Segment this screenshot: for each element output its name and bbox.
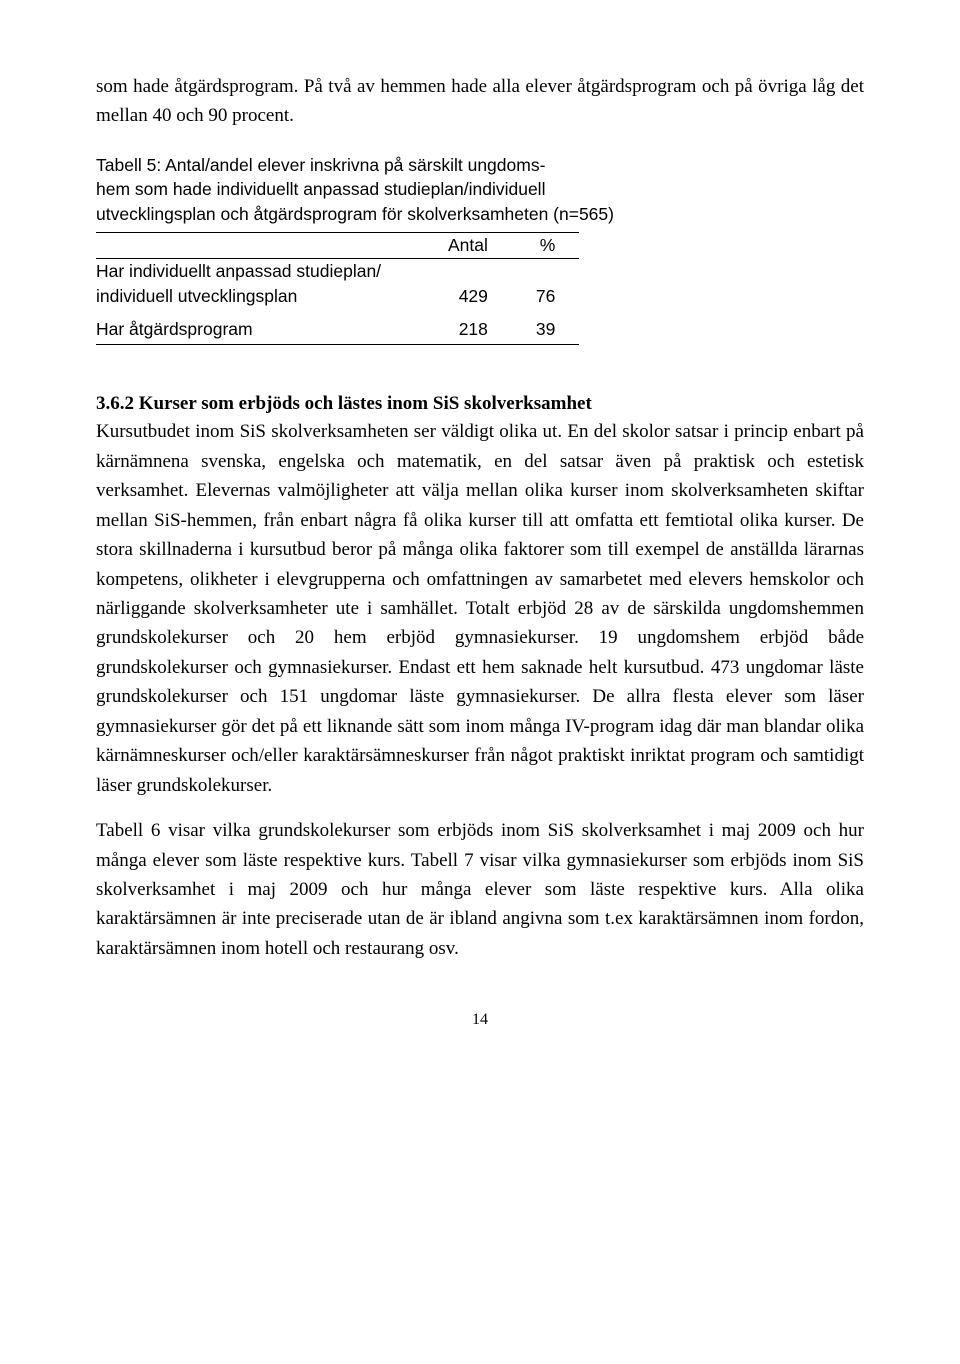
table5-row1-line2: individuell utvecklingsplan 429 76 <box>96 284 579 309</box>
table5-row1-antal: 429 <box>424 284 512 309</box>
table5-row2-percent: 39 <box>512 309 579 345</box>
table5-header-antal: Antal <box>424 233 512 259</box>
table5-caption-line2: hem som hade individuellt anpassad studi… <box>96 179 545 199</box>
section-heading-362: 3.6.2 Kurser som erbjöds och lästes inom… <box>96 393 864 415</box>
table5-row2-antal: 218 <box>424 309 512 345</box>
table5-header-percent: % <box>512 233 579 259</box>
table5-caption: Tabell 5: Antal/andel elever inskrivna p… <box>96 153 864 227</box>
table5-row1-label-l2: individuell utvecklingsplan <box>96 284 424 309</box>
page-number: 14 <box>96 1011 864 1029</box>
page-content: som hade åtgärdsprogram. På två av hemme… <box>0 0 960 1069</box>
table5-row2-label: Har åtgärdsprogram <box>96 309 424 345</box>
table5-caption-line3: utvecklingsplan och åtgärdsprogram för s… <box>96 204 614 224</box>
intro-paragraph: som hade åtgärdsprogram. På två av hemme… <box>96 72 864 131</box>
body-paragraph-1: Kursutbudet inom SiS skolverksamheten se… <box>96 417 864 800</box>
table5-header-empty <box>96 233 424 259</box>
table5-row1-empty1 <box>424 259 512 285</box>
table5-row1-empty2 <box>512 259 579 285</box>
table5: Antal % Har individuellt anpassad studie… <box>96 232 579 345</box>
table5-row1-percent: 76 <box>512 284 579 309</box>
table5-row1-label-l1: Har individuellt anpassad studieplan/ <box>96 259 424 285</box>
body-paragraph-2: Tabell 6 visar vilka grundskolekurser so… <box>96 816 864 963</box>
table5-row1-line1: Har individuellt anpassad studieplan/ <box>96 259 579 285</box>
table5-row2: Har åtgärdsprogram 218 39 <box>96 309 579 345</box>
table5-caption-line1: Tabell 5: Antal/andel elever inskrivna p… <box>96 155 545 175</box>
table5-header-row: Antal % <box>96 233 579 259</box>
